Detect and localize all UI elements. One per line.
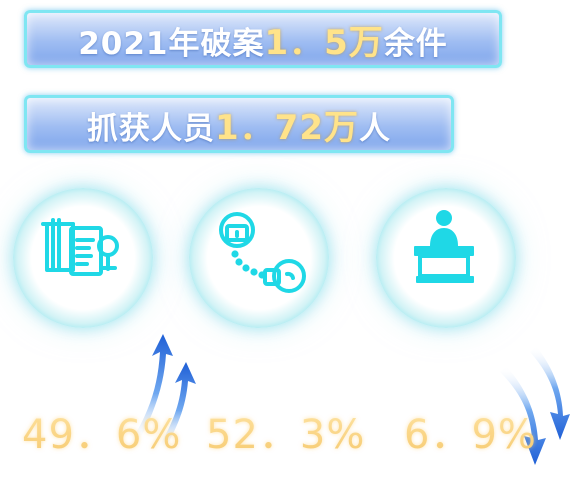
case-rate-value: 49．6% (22, 402, 181, 460)
arrest-rate-value: 52．3% (206, 402, 365, 460)
prosecution-rate-value: 6．9% (404, 402, 537, 460)
